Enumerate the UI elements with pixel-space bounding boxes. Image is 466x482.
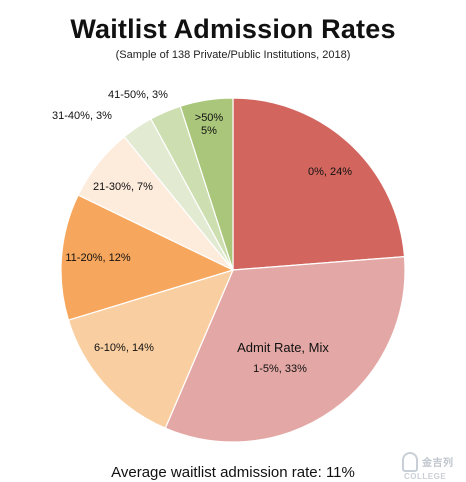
- pie-slice-11-20: [60, 194, 235, 321]
- college-logo-watermark: 金吉列 COLLEGE: [402, 452, 466, 482]
- slice-label-21-30: 21-30%, 7%: [93, 181, 153, 193]
- slice-label-1-5: 1-5%, 33%: [253, 363, 307, 375]
- watermark-subtext: COLLEGE: [404, 472, 447, 481]
- logo-icon: [402, 452, 418, 472]
- watermark-text: 金吉列: [422, 458, 454, 469]
- slice-label-50-line2: 5%: [201, 125, 217, 137]
- slice-label-0: 0%, 24%: [308, 166, 352, 178]
- pie-slice-1-5: [164, 255, 406, 443]
- average-rate-caption: Average waitlist admission rate: 11%: [111, 464, 355, 481]
- slice-label-41-50: 41-50%, 3%: [108, 89, 168, 101]
- pie-slice-6-10: [67, 269, 235, 429]
- chart-title: Waitlist Admission Rates: [70, 14, 396, 44]
- admit-rate-mix-label: Admit Rate, Mix: [237, 340, 329, 355]
- pie-slice-0: [232, 97, 406, 271]
- chart-subtitle: (Sample of 138 Private/Public Institutio…: [115, 49, 351, 61]
- pie-slice-50: [179, 97, 234, 271]
- slice-label-31-40: 31-40%, 3%: [52, 110, 112, 122]
- slice-label-50-line1: >50%: [195, 112, 224, 124]
- slice-label-11-20: 11-20%, 12%: [65, 252, 130, 264]
- slice-label-6-10: 6-10%, 14%: [94, 342, 154, 354]
